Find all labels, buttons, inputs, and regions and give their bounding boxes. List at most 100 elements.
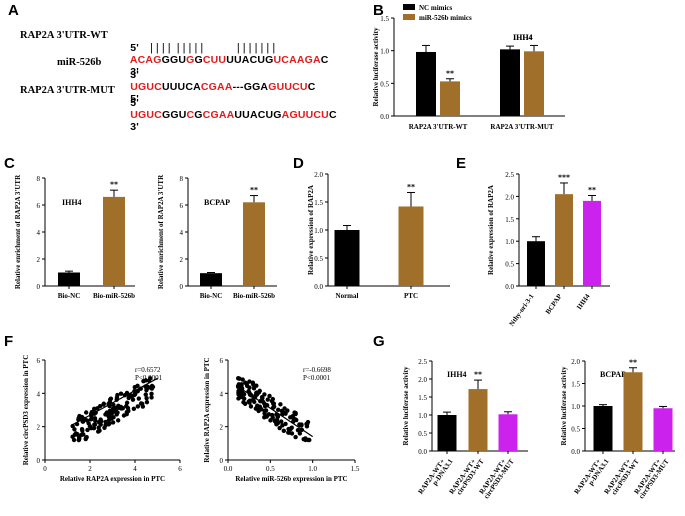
f2-point (299, 422, 304, 427)
c1-x-tick-label: Bio-miR-526b (93, 292, 135, 300)
f1-x-tick-label: 6 (178, 465, 182, 473)
c2-y-tick-label: 6 (180, 202, 184, 210)
g1-bar (437, 415, 457, 451)
f2-point (237, 376, 242, 381)
f2-point (275, 420, 281, 426)
c1-bar (58, 272, 80, 286)
mut-prefix: 5' (130, 97, 139, 109)
b-y-tick-label: 0.0 (380, 113, 389, 121)
f1-point (95, 406, 100, 411)
f1-point (107, 408, 113, 414)
f1-point (72, 432, 78, 437)
mir-segment: UGUC (130, 81, 162, 93)
f1-point (110, 415, 115, 420)
f1-x-axis-label: Relative RAP2A expression in PTC (60, 475, 165, 483)
f1-y-tick-label: 0 (37, 457, 41, 465)
f1-point (120, 405, 125, 411)
f2-point (275, 414, 281, 419)
c2-x-tick-label: Bio-miR-526b (233, 292, 275, 300)
f2-point (297, 431, 303, 436)
base-pairing-marks: | | | | | | | | | | | | | | | | (150, 42, 276, 54)
f1-x-tick-label: 0 (43, 465, 47, 473)
c1-bar (103, 196, 125, 286)
mir-sequence-bases: UGUCUUUCACGAA---GGAGUUCUC (130, 81, 315, 93)
d-y-axis-label: Relative expression of RAP2A (307, 185, 315, 275)
panel-letter-c: C (4, 155, 15, 172)
wt-segment: UUACUG (226, 54, 274, 66)
mut-sequence-label: RAP2A 3'UTR-MUT (20, 85, 115, 96)
c1-significance-label: ** (110, 180, 118, 189)
wt-segment: G (194, 54, 203, 66)
f1-point (77, 436, 82, 442)
wt-segment: GGU (161, 54, 187, 66)
d-significance-label: ** (407, 182, 415, 191)
wt-segment: G (186, 54, 195, 66)
b-x-tick-label: RAP2A 3'UTR-MUT (490, 123, 554, 131)
mut-suffix: 3' (130, 121, 139, 133)
f2-point (239, 393, 244, 398)
f2-x-tick-label: 0.0 (224, 465, 233, 473)
f1-point (114, 412, 119, 417)
g2-y-tick-label: 1.5 (571, 381, 580, 389)
f2-point (257, 388, 262, 394)
c1-y-tick-label: 2 (37, 256, 41, 264)
f2-x-tick-label: 0.5 (266, 465, 275, 473)
mir-segment: GUUCU (268, 81, 308, 93)
f2-point (265, 397, 270, 402)
d-x-tick-label: Normal (336, 292, 359, 300)
f2-x-axis-label: Relative miR-526b expression in PTC (235, 475, 347, 483)
f1-point (88, 417, 94, 422)
d-x-tick-label: PTC (404, 292, 418, 300)
f2-point (305, 437, 311, 443)
e-y-tick-label: 1.5 (505, 216, 514, 224)
f2-y-tick-label: 6 (220, 357, 224, 365)
f1-point (71, 437, 77, 443)
f1-point (92, 416, 98, 421)
g2-y-tick-label: 0.0 (571, 448, 580, 456)
b-bar (500, 49, 520, 116)
c1-x-tick-label: Bio-NC (58, 292, 81, 300)
f2-point (252, 399, 257, 405)
panel-letter-a: A (8, 2, 19, 19)
mir-segment: ---GGA (232, 81, 269, 93)
f1-point (108, 396, 114, 401)
f2-y-tick-label: 0 (220, 457, 224, 465)
mut-segment: CGAA (202, 109, 235, 121)
mir-suffix: 5' (130, 93, 139, 105)
g2-bar (623, 372, 643, 451)
f1-point (124, 400, 130, 405)
f2-point (282, 406, 287, 411)
c2-bar (200, 273, 222, 286)
g2-y-tick-label: 0.5 (571, 426, 580, 434)
f1-point (103, 412, 108, 417)
c1-y-tick-label: 6 (37, 202, 41, 210)
f1-x-tick-label: 4 (133, 465, 137, 473)
f2-point (241, 400, 246, 405)
e-y-tick-label: 0.5 (505, 261, 514, 269)
b-x-tick-label: RAP2A 3'UTR-WT (409, 123, 468, 131)
f2-point (289, 431, 295, 436)
d-y-tick-label: 0.5 (314, 255, 323, 263)
f2-point (240, 377, 245, 382)
f2-point (290, 413, 295, 419)
c2-significance-label: ** (250, 186, 258, 195)
panel-letter-b: B (373, 2, 384, 19)
e-significance-label: *** (558, 173, 570, 182)
f1-y-axis-label: Relative circPSD3 expression in PTC (22, 355, 30, 466)
mir-prefix: 3' (130, 69, 139, 81)
b-bar (440, 81, 460, 116)
mir-sequence-label: miR-526b (57, 57, 102, 68)
panel-letter-g: G (373, 333, 385, 350)
b-chart-title: IHH4 (513, 33, 533, 42)
f2-y-tick-label: 2 (220, 424, 224, 432)
f2-regression-line (240, 387, 314, 438)
f1-point (149, 391, 154, 397)
e-y-tick-label: 2.5 (505, 171, 514, 179)
f2-x-tick-label: 1.5 (351, 465, 360, 473)
c1-y-tick-label: 0 (37, 283, 41, 291)
f2-point (292, 417, 298, 422)
e-x-tick-label: IHH4 (575, 292, 592, 311)
c1-y-tick-label: 4 (37, 229, 41, 237)
f2-point (248, 404, 254, 409)
